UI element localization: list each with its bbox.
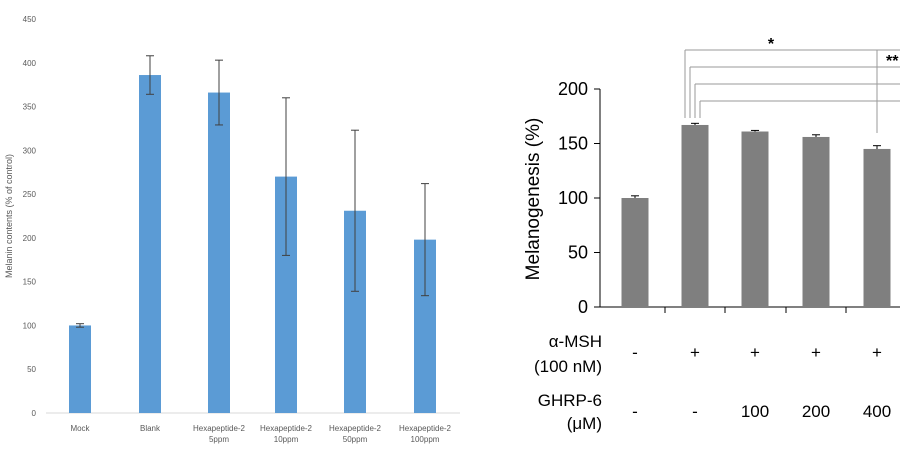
- treatment-value: 100: [741, 402, 769, 421]
- treatment-row-label: (μM): [567, 414, 602, 433]
- y-tick-label: 50: [568, 243, 588, 263]
- bar: [863, 148, 891, 307]
- y-tick-label: 400: [23, 59, 37, 68]
- treatment-value: 400: [863, 402, 891, 421]
- y-tick-label: 0: [32, 409, 37, 418]
- significance-label: **: [886, 53, 899, 70]
- treatment-value: +: [872, 343, 882, 362]
- y-tick-label: 250: [23, 190, 37, 199]
- x-tick-label: Hexapeptide-2: [399, 424, 452, 433]
- bar: [139, 75, 161, 413]
- y-tick-label: 350: [23, 103, 37, 112]
- y-tick-label: 150: [558, 134, 588, 154]
- x-tick-label: 10ppm: [274, 435, 299, 444]
- y-axis-label: Melanin contents (% of control): [4, 154, 14, 278]
- y-axis-label: Melanogenesis (%): [523, 118, 544, 281]
- x-tick-label: Hexapeptide-2: [329, 424, 382, 433]
- significance-label: *: [768, 36, 775, 53]
- bar: [741, 131, 769, 307]
- x-tick-label: Hexapeptide-2: [260, 424, 313, 433]
- treatment-value: -: [632, 402, 638, 421]
- treatment-value: +: [690, 343, 700, 362]
- bar: [69, 325, 91, 413]
- y-tick-label: 0: [578, 297, 588, 317]
- treatment-row-label: GHRP-6: [538, 391, 602, 410]
- treatment-value: -: [632, 343, 638, 362]
- bar: [621, 198, 649, 307]
- treatment-value: 200: [802, 402, 830, 421]
- bar: [275, 176, 297, 413]
- treatment-row-label: α-MSH: [549, 332, 602, 351]
- bar: [208, 92, 230, 414]
- y-tick-label: 300: [23, 146, 37, 155]
- y-tick-label: 450: [23, 15, 37, 24]
- treatment-value: +: [750, 343, 760, 362]
- x-tick-label: 5ppm: [209, 435, 229, 444]
- y-tick-label: 100: [558, 188, 588, 208]
- bar: [802, 136, 830, 307]
- y-tick-label: 200: [558, 79, 588, 99]
- treatment-value: +: [811, 343, 821, 362]
- bar: [414, 239, 436, 413]
- treatment-row-label: (100 nM): [534, 357, 602, 376]
- x-tick-label: Mock: [70, 424, 90, 433]
- y-tick-label: 50: [27, 365, 36, 374]
- melanin-contents-chart: 0 50 100 150 200 250 300 350 400 450 Melanin conte…: [4, 15, 460, 444]
- y-tick-label: 100: [23, 321, 37, 330]
- x-tick-label: 100ppm: [411, 435, 440, 444]
- x-tick-label: Blank: [140, 424, 161, 433]
- bar: [344, 210, 366, 413]
- treatment-value: -: [692, 402, 698, 421]
- y-tick-label: 150: [23, 278, 37, 287]
- bar: [681, 124, 709, 307]
- x-tick-label: Hexapeptide-2: [193, 424, 246, 433]
- y-tick-label: 200: [23, 234, 37, 243]
- x-tick-label: 50ppm: [343, 435, 368, 444]
